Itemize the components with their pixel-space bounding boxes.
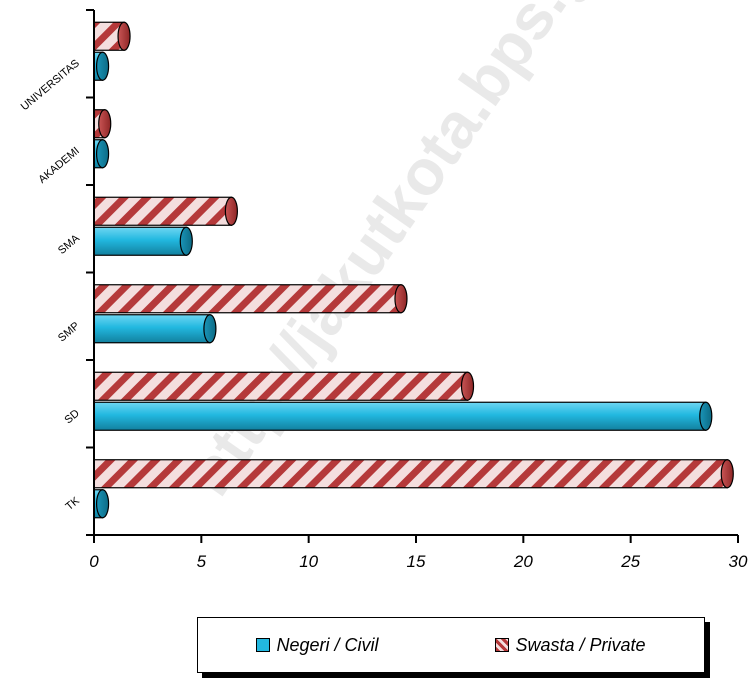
legend: Negeri / Civil Swasta / Private	[197, 617, 705, 673]
x-tick-label-20: 20	[513, 552, 533, 571]
legend-item-swasta: Swasta / Private	[495, 634, 646, 656]
x-tick-label-15: 15	[407, 552, 426, 571]
x-tick-label-30: 30	[729, 552, 748, 571]
bar-swasta-sma	[93, 196, 238, 226]
legend-swatch-swasta	[495, 638, 510, 652]
category-label-universitas: UNIVERSITAS	[19, 57, 82, 113]
bar-swasta-sd	[93, 371, 475, 401]
bar-negeri-universitas	[93, 51, 110, 81]
legend-item-negeri: Negeri / Civil	[256, 634, 379, 656]
x-tick-label-25: 25	[620, 552, 640, 571]
bar-swasta-akademi	[93, 109, 112, 139]
watermark-text: http://jakutkota.bps.go	[172, 0, 625, 508]
category-label-tk: TK	[63, 494, 82, 513]
category-label-sma: SMA	[56, 232, 82, 257]
bar-negeri-sd	[93, 401, 713, 431]
bar-negeri-akademi	[93, 139, 110, 169]
bar-chart: http://jakutkota.bps.go TK SD SMP SMA AKADEM…	[19, 0, 748, 571]
legend-label-negeri: Negeri / Civil	[276, 634, 379, 655]
category-label-sd: SD	[63, 407, 82, 426]
bar-swasta-smp	[93, 284, 408, 314]
bars-layer	[93, 21, 734, 519]
bar-swasta-tk	[93, 459, 734, 489]
legend-swatch-negeri	[256, 638, 271, 652]
category-label-smp: SMP	[56, 320, 82, 345]
x-tick-label-5: 5	[197, 552, 207, 571]
legend-label-swasta: Swasta / Private	[515, 634, 646, 655]
category-label-akademi: AKADEMI	[36, 145, 82, 186]
x-tick-label-10: 10	[299, 552, 318, 571]
bar-negeri-sma	[93, 226, 193, 256]
bar-negeri-smp	[93, 314, 217, 344]
x-tick-label-0: 0	[89, 552, 99, 571]
bar-negeri-tk	[93, 489, 110, 519]
bar-swasta-universitas	[93, 21, 131, 51]
